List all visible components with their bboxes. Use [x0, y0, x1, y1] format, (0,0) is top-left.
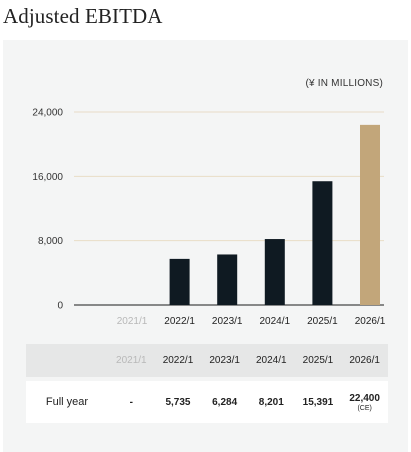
- table-header-row: 2021/1 2022/1 2023/1 2024/1 2025/1 2026/…: [26, 344, 388, 377]
- table-header-2025: 2025/1: [294, 344, 342, 377]
- x-tick-label: 2025/1: [307, 316, 338, 327]
- table-header-2024: 2024/1: [247, 344, 295, 377]
- y-axis-ticks: 0 8,000 16,000 24,000: [32, 108, 63, 312]
- y-tick-label: 24,000: [32, 108, 63, 119]
- y-tick-label: 0: [57, 301, 63, 312]
- y-tick-label: 8,000: [38, 236, 63, 247]
- table-header-2026: 2026/1: [341, 344, 388, 377]
- x-tick-label: 2026/1: [355, 316, 386, 327]
- table-header-blank: [26, 344, 108, 377]
- estimate-note: (CE): [357, 404, 372, 412]
- bar-2022-1: [169, 258, 190, 305]
- x-tick-label: 2024/1: [260, 316, 291, 327]
- x-tick-label: 2021/1: [117, 316, 148, 327]
- cell-2021: -: [108, 377, 155, 423]
- table-header-2021: 2021/1: [108, 344, 155, 377]
- table-header-2022: 2022/1: [154, 344, 202, 377]
- page-title: Adjusted EBITDA: [3, 4, 163, 28]
- x-tick-label: 2022/1: [164, 316, 195, 327]
- row-label: Full year: [26, 377, 108, 423]
- bars: [169, 124, 380, 305]
- cell-2026: 22,400 (CE): [341, 377, 388, 423]
- data-table: 2021/1 2022/1 2023/1 2024/1 2025/1 2026/…: [26, 344, 388, 423]
- cell-2022: 5,735: [154, 377, 202, 423]
- bar-2023-1: [217, 254, 238, 305]
- x-tick-label: 2023/1: [212, 316, 243, 327]
- y-tick-label: 16,000: [32, 172, 63, 183]
- bar-2025-1: [312, 181, 333, 305]
- cell-2023: 6,284: [201, 377, 248, 423]
- x-axis-labels: 2021/1 2022/1 2023/1 2024/1 2025/1 2026/1: [117, 316, 386, 327]
- unit-label: (¥ IN MILLIONS): [305, 78, 383, 89]
- cell-2024: 8,201: [247, 377, 295, 423]
- cell-2026-value: 22,400: [349, 392, 380, 404]
- table-header-2023: 2023/1: [201, 344, 248, 377]
- bar-2026-1: [360, 124, 380, 305]
- bar-2024-1: [264, 239, 285, 305]
- table-row-full-year: Full year - 5,735 6,284 8,201 15,391 22,…: [26, 377, 388, 423]
- cell-2025: 15,391: [294, 377, 342, 423]
